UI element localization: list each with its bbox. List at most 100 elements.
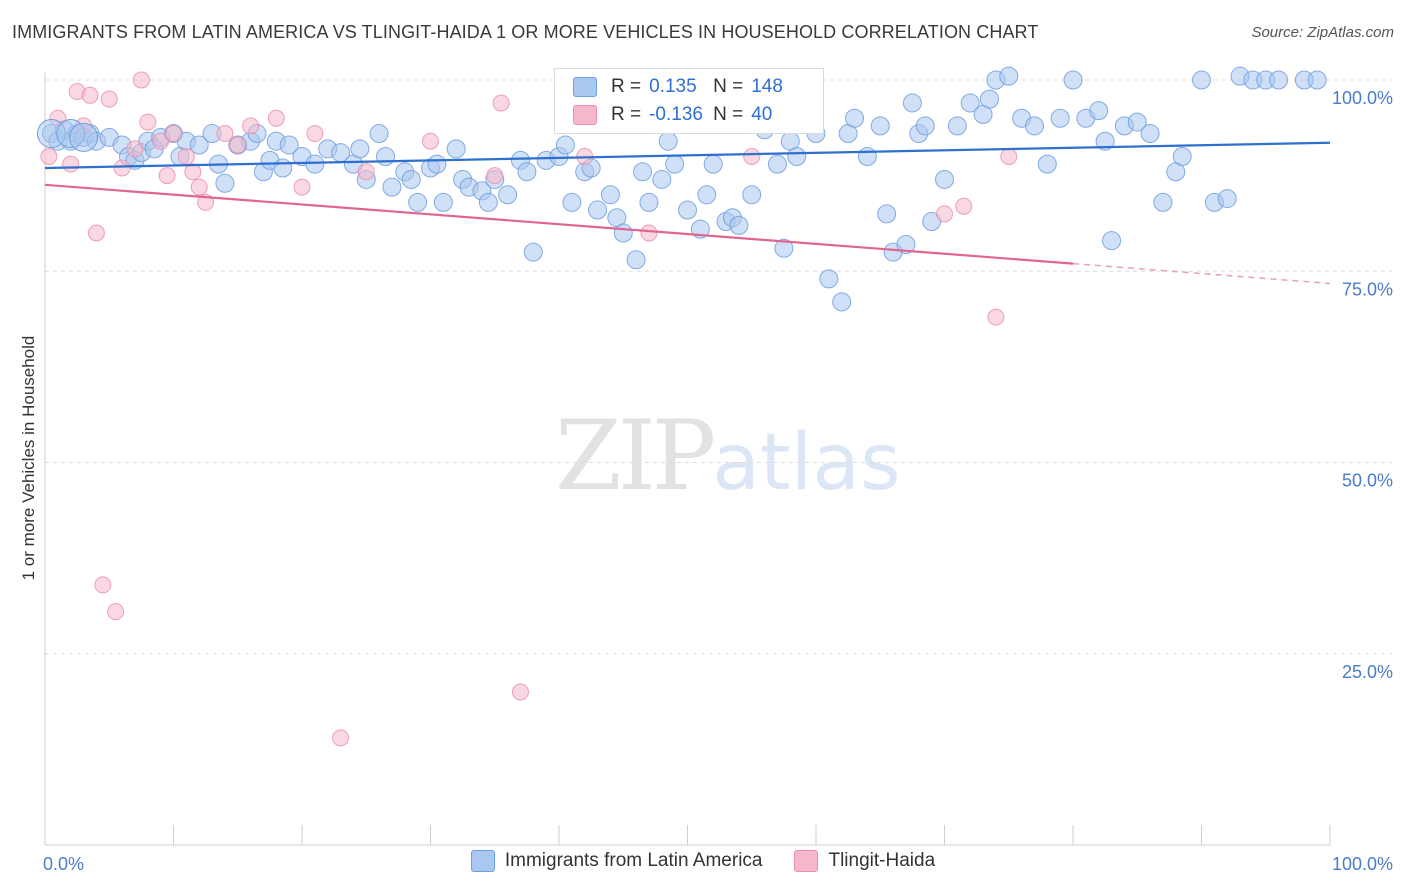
data-point — [332, 729, 350, 747]
data-point — [936, 205, 953, 223]
legend-row-blue: R = 0.135 N = 148 — [573, 74, 815, 100]
data-point — [600, 185, 620, 205]
y-axis-title: 1 or more Vehicles in Household — [19, 336, 38, 581]
data-point — [517, 162, 537, 182]
data-point — [165, 125, 182, 143]
watermark-zip: ZIP — [555, 400, 716, 512]
data-point — [1095, 131, 1115, 151]
data-point — [107, 603, 125, 621]
data-point — [158, 167, 176, 185]
legend-r-value: 0.135 — [649, 76, 697, 97]
data-point — [511, 683, 529, 701]
data-point — [1089, 101, 1109, 121]
series-tlingit-haida — [40, 71, 1018, 747]
data-point — [703, 154, 723, 174]
data-point — [492, 94, 510, 112]
data-point — [81, 86, 99, 104]
x-tick-label: 0.0% — [43, 854, 84, 874]
data-point — [94, 576, 112, 594]
data-point — [947, 116, 967, 136]
data-point — [870, 116, 890, 136]
data-point — [376, 147, 396, 166]
legend-label: Immigrants from Latin America — [504, 850, 763, 871]
data-point — [915, 116, 935, 136]
legend-n-label: N = — [713, 76, 744, 97]
legend-n-value: 40 — [751, 104, 773, 125]
data-point — [189, 135, 209, 155]
data-point — [1172, 147, 1192, 166]
data-point — [523, 242, 543, 262]
data-point — [190, 178, 208, 196]
data-point — [652, 169, 672, 189]
data-point — [100, 90, 118, 108]
data-point — [306, 125, 324, 143]
data-point — [40, 148, 58, 165]
legend-r-label: R = — [611, 76, 642, 97]
data-point — [267, 109, 285, 127]
legend-n-value: 148 — [751, 76, 783, 97]
trend-line-tlingit-haida-extrapolated — [1072, 262, 1331, 285]
data-point — [743, 148, 761, 165]
data-point — [857, 147, 877, 166]
data-point — [279, 135, 299, 155]
data-point — [139, 113, 157, 131]
data-point — [69, 122, 99, 152]
y-tick-label: 50.0% — [1342, 471, 1393, 491]
data-point — [896, 234, 916, 254]
series-layer — [36, 66, 1327, 747]
data-point — [305, 154, 325, 174]
data-point — [1192, 70, 1211, 90]
trend-lines — [44, 141, 1331, 285]
data-point — [678, 200, 697, 220]
y-tick-label: 75.0% — [1342, 279, 1393, 299]
data-point — [446, 139, 466, 159]
data-point — [152, 132, 170, 150]
data-point — [433, 192, 453, 212]
data-point — [1153, 192, 1173, 212]
x-tick-label: 100.0% — [1332, 854, 1393, 874]
legend-n-label: N = — [713, 104, 744, 125]
data-point — [215, 173, 235, 193]
legend-swatch — [794, 850, 819, 872]
data-point — [935, 169, 954, 189]
legend-item-latin-america: Immigrants from Latin America — [470, 850, 763, 872]
legend-label: Tlingit-Haida — [828, 850, 936, 871]
data-point — [401, 169, 421, 189]
legend-swatch-pink — [573, 105, 597, 125]
trend-line-tlingit-haida — [44, 183, 1074, 265]
data-point — [177, 148, 195, 165]
data-point — [498, 185, 518, 205]
data-point — [697, 185, 717, 205]
data-point — [1307, 70, 1327, 90]
data-point — [184, 163, 202, 181]
data-point — [787, 147, 807, 166]
data-point — [902, 93, 922, 113]
data-point — [369, 124, 389, 144]
data-point — [293, 178, 311, 196]
axes — [44, 72, 1331, 846]
legend-row-pink: R = -0.136 N = 40 — [573, 102, 815, 128]
data-point — [999, 66, 1019, 86]
legend-item-tlingit-haida: Tlingit-Haida — [794, 850, 935, 872]
data-point — [350, 139, 370, 159]
data-point — [639, 192, 659, 212]
data-point — [62, 155, 80, 173]
data-point — [922, 212, 942, 232]
legend-r-label: R = — [611, 104, 642, 125]
data-point — [640, 224, 658, 242]
chart-title: IMMIGRANTS FROM LATIN AMERICA VS TLINGIT… — [12, 22, 1039, 42]
data-point — [729, 215, 749, 235]
legend-r-value: -0.136 — [649, 104, 703, 125]
data-point — [562, 192, 582, 212]
data-point — [478, 192, 498, 212]
data-point — [1102, 231, 1122, 251]
data-point — [113, 159, 131, 177]
data-point — [126, 140, 144, 158]
data-point — [588, 200, 608, 220]
data-point — [1037, 154, 1057, 174]
data-point — [242, 117, 260, 135]
data-point — [555, 135, 575, 155]
data-point — [979, 89, 999, 109]
data-point — [357, 163, 375, 181]
data-point — [1050, 108, 1070, 128]
